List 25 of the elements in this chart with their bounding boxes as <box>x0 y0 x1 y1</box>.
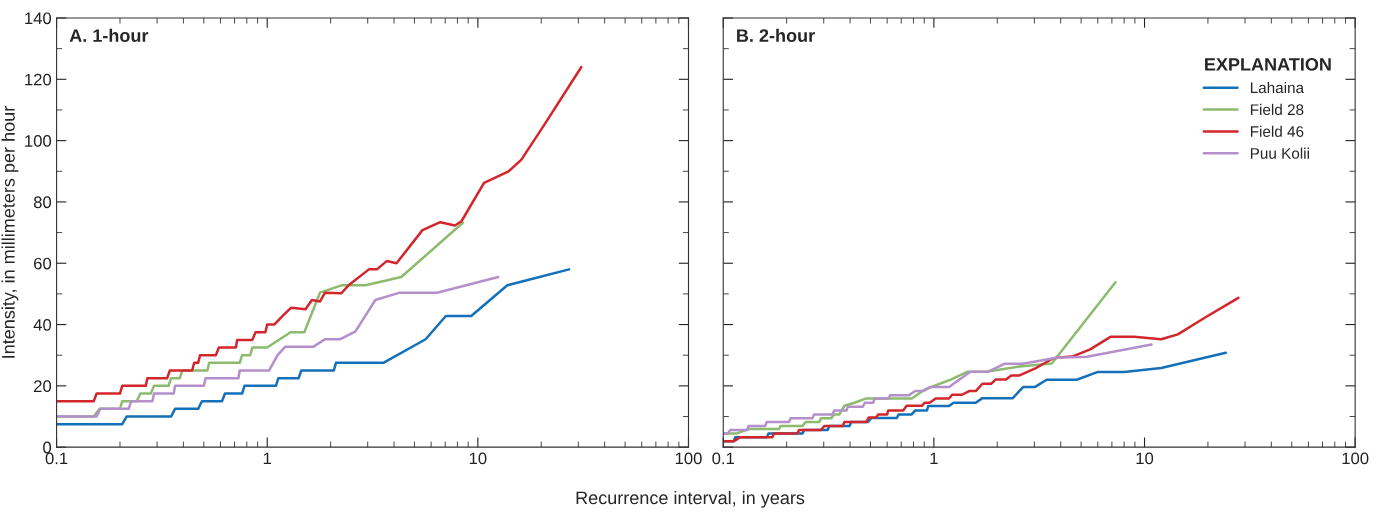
x-tick-label: 100 <box>675 452 702 465</box>
y-axis-title: Intensity, in millimeters per hour <box>1 106 19 358</box>
y-tick-label: 20 <box>34 380 52 393</box>
x-tick-label: 0.1 <box>45 452 68 465</box>
legend-title: EXPLANATION <box>1205 57 1331 71</box>
x-tick-label: 1 <box>263 452 272 465</box>
chart-title: A. 1-hour <box>69 28 149 42</box>
y-tick-label: 80 <box>33 196 52 209</box>
x-axis-title: Recurrence interval, in years <box>576 491 805 508</box>
legend-label: Field 46 <box>1250 125 1304 137</box>
y-tick-label: 60 <box>34 257 52 270</box>
y-tick-label: 120 <box>25 73 52 86</box>
x-tick-label: 1 <box>930 452 938 465</box>
y-tick-label: 40 <box>33 318 52 331</box>
y-tick-label: 0 <box>43 441 52 454</box>
chart-title: B. 2-hour <box>737 28 815 42</box>
x-tick-label: 100 <box>1342 452 1369 465</box>
y-tick-label: 140 <box>25 12 52 25</box>
x-tick-label: 0.1 <box>712 452 735 465</box>
legend-label: Field 28 <box>1250 103 1304 116</box>
legend-label: Lahaina <box>1250 81 1305 94</box>
legend-label: Puu Kolii <box>1250 147 1309 159</box>
x-tick-label: 10 <box>469 452 487 465</box>
y-tick-label: 100 <box>25 135 52 147</box>
x-tick-label: 10 <box>1136 452 1154 465</box>
